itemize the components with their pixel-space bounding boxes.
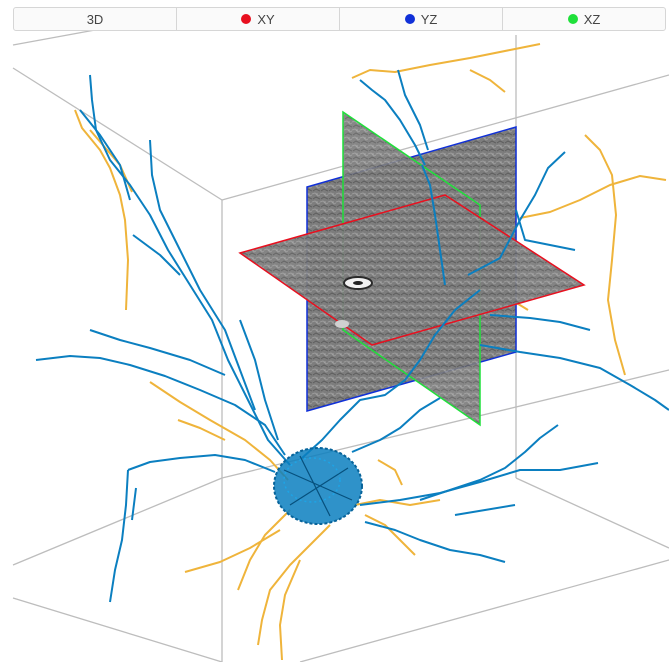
yellow-neuron (74, 43, 667, 661)
xy-slice-plane (238, 194, 586, 346)
blue-neuron (35, 69, 669, 603)
tab-xy[interactable]: XY (177, 8, 340, 30)
tab-yz[interactable]: YZ (340, 8, 503, 30)
tab-3d[interactable]: 3D (14, 8, 177, 30)
red-dot-icon (241, 14, 252, 24)
blue-dot-icon (404, 14, 415, 24)
tab-xz[interactable]: XZ (503, 8, 665, 30)
view-tab-bar: 3D XY YZ XZ (13, 7, 666, 31)
slice-planes (238, 110, 586, 427)
tab-yz-label: YZ (420, 11, 438, 27)
green-dot-icon (567, 14, 578, 24)
tab-3d-label: 3D (86, 11, 104, 27)
tab-xz-label: XZ (583, 11, 601, 27)
tab-xy-label: XY (257, 11, 275, 27)
neuron-soma (273, 447, 363, 525)
